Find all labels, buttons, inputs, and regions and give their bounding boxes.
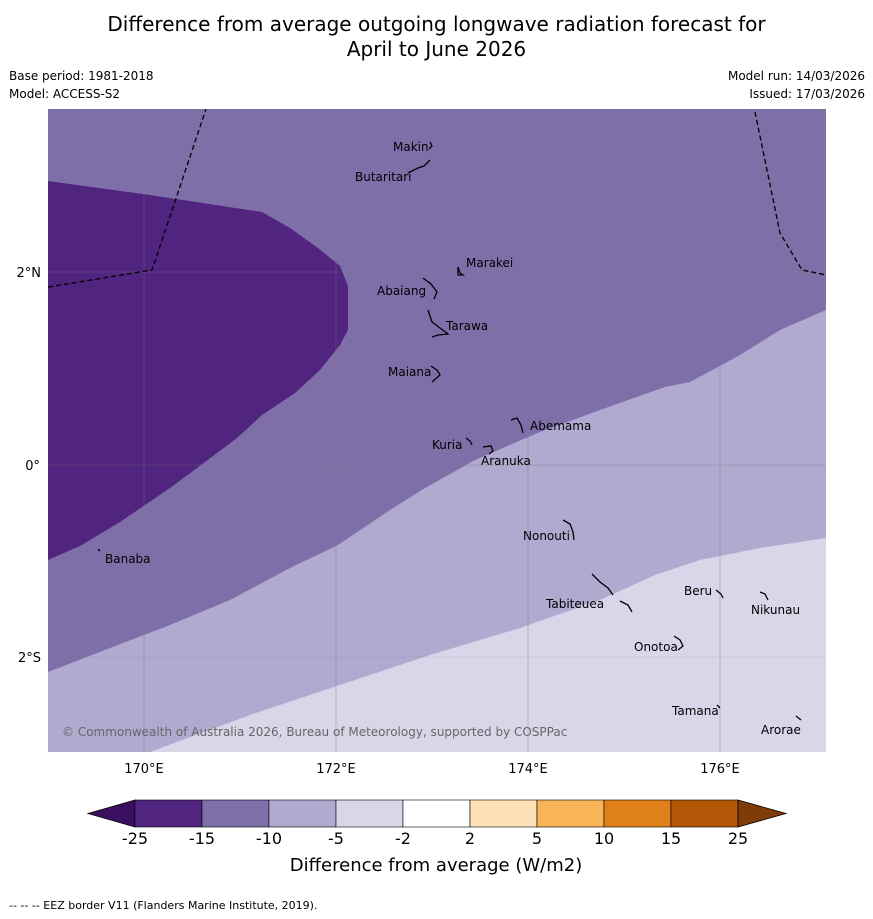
colorbar-extend-low (86, 799, 136, 828)
island-maiana (430, 365, 441, 383)
lat-label-0: 0° (25, 459, 40, 474)
island-marakei (457, 266, 466, 276)
colorbar (86, 799, 788, 828)
place-label: Marakei (466, 256, 513, 270)
place-labels: Makin Butaritari Marakei Abaiang Tarawa … (105, 140, 801, 737)
lon-label-174e: 174°E (508, 762, 548, 777)
colorbar-tick: 25 (728, 829, 748, 848)
colorbar-tick: -5 (328, 829, 344, 848)
place-label: Abemama (530, 419, 591, 433)
colorbar-tick: -25 (122, 829, 148, 848)
colorbar-swatch (268, 799, 337, 828)
island-tabiteuea-n (591, 573, 614, 596)
island-tarawa (427, 309, 450, 338)
longitude-labels: 170°E 172°E 174°E 176°E (124, 762, 740, 777)
place-label: Makin (393, 140, 429, 154)
place-label: Tarawa (445, 319, 488, 333)
place-label: Abaiang (377, 284, 426, 298)
model-run-date: Model run: 14/03/2026 (727, 69, 865, 83)
eez-border-west (48, 109, 207, 288)
place-label: Tabiteuea (545, 597, 604, 611)
eez-borders (48, 109, 826, 288)
place-label: Nonouti (523, 529, 570, 543)
gridlines (48, 109, 826, 752)
colorbar-swatch (134, 799, 203, 828)
issued-date: Issued: 17/03/2026 (749, 87, 865, 101)
colorbar-swatch (603, 799, 672, 828)
copyright-notice: © Commonwealth of Australia 2026, Bureau… (62, 725, 567, 739)
lon-label-170e: 170°E (124, 762, 164, 777)
place-label: Beru (684, 584, 712, 598)
colorbar-swatch (536, 799, 605, 828)
island-kuria (465, 437, 473, 446)
model-name: Model: ACCESS-S2 (9, 87, 121, 101)
meta-left: Base period: 1981-2018 Model: ACCESS-S2 (9, 67, 154, 103)
colorbar-swatch (402, 799, 471, 828)
meta-right: Model run: 14/03/2026 Issued: 17/03/2026 (728, 67, 865, 103)
place-label: Arorae (761, 723, 801, 737)
eez-footnote: -- -- -- EEZ border V11 (Flanders Marine… (9, 899, 318, 912)
island-abaiang (422, 277, 438, 300)
lat-label-2n: 2°N (17, 266, 42, 281)
island-arorae (795, 715, 802, 721)
island-banaba (97, 548, 101, 552)
colorbar-swatch (670, 799, 739, 828)
colorbar-tick: 10 (594, 829, 614, 848)
island-butaritari (407, 159, 431, 174)
map-title: Difference from average outgoing longwav… (0, 12, 873, 62)
colorbar-swatch (201, 799, 270, 828)
island-abemama (510, 417, 524, 434)
island-beru (715, 589, 724, 599)
island-nonouti (562, 519, 575, 541)
lon-label-176e: 176°E (700, 762, 740, 777)
title-line-1: Difference from average outgoing longwav… (107, 12, 766, 36)
title-line-2: April to June 2026 (346, 37, 527, 61)
place-label: Onotoa (634, 640, 678, 654)
place-label: Nikunau (751, 603, 800, 617)
place-label: Tamana (671, 704, 719, 718)
colorbar-tick: 15 (661, 829, 681, 848)
place-label: Banaba (105, 552, 151, 566)
map-panel[interactable]: Makin Butaritari Marakei Abaiang Tarawa … (48, 109, 826, 752)
colorbar-swatch (335, 799, 404, 828)
place-label: Kuria (432, 438, 463, 452)
colorbar-tick: 2 (465, 829, 475, 848)
colorbar-tick-labels: -25 -15 -10 -5 -2 2 5 10 15 25 (122, 829, 748, 848)
lat-label-2s: 2°S (18, 651, 41, 666)
island-tamana (716, 704, 721, 709)
colorbar-tick: 5 (532, 829, 542, 848)
colorbar-swatch (469, 799, 538, 828)
island-makin (428, 141, 433, 150)
colorbar-tick: -2 (395, 829, 411, 848)
colorbar-label: Difference from average (W/m2) (290, 855, 582, 876)
latitude-labels: 2°N 0° 2°S (17, 266, 42, 666)
colorbar-tick: -10 (256, 829, 282, 848)
band-minus5-minus2 (150, 538, 826, 752)
island-nikunau (759, 591, 769, 601)
place-label: Butaritari (355, 170, 412, 184)
lon-label-172e: 172°E (316, 762, 356, 777)
base-period: Base period: 1981-2018 (9, 69, 154, 83)
island-tabiteuea-s (619, 600, 633, 613)
colorbar-extend-high (737, 799, 788, 828)
island-aranuka (482, 445, 494, 455)
island-onotoa (673, 635, 684, 651)
place-label: Aranuka (481, 454, 531, 468)
colorbar-tick: -15 (189, 829, 215, 848)
island-outlines (97, 141, 802, 721)
place-label: Maiana (388, 365, 431, 379)
eez-border-east (754, 111, 826, 276)
